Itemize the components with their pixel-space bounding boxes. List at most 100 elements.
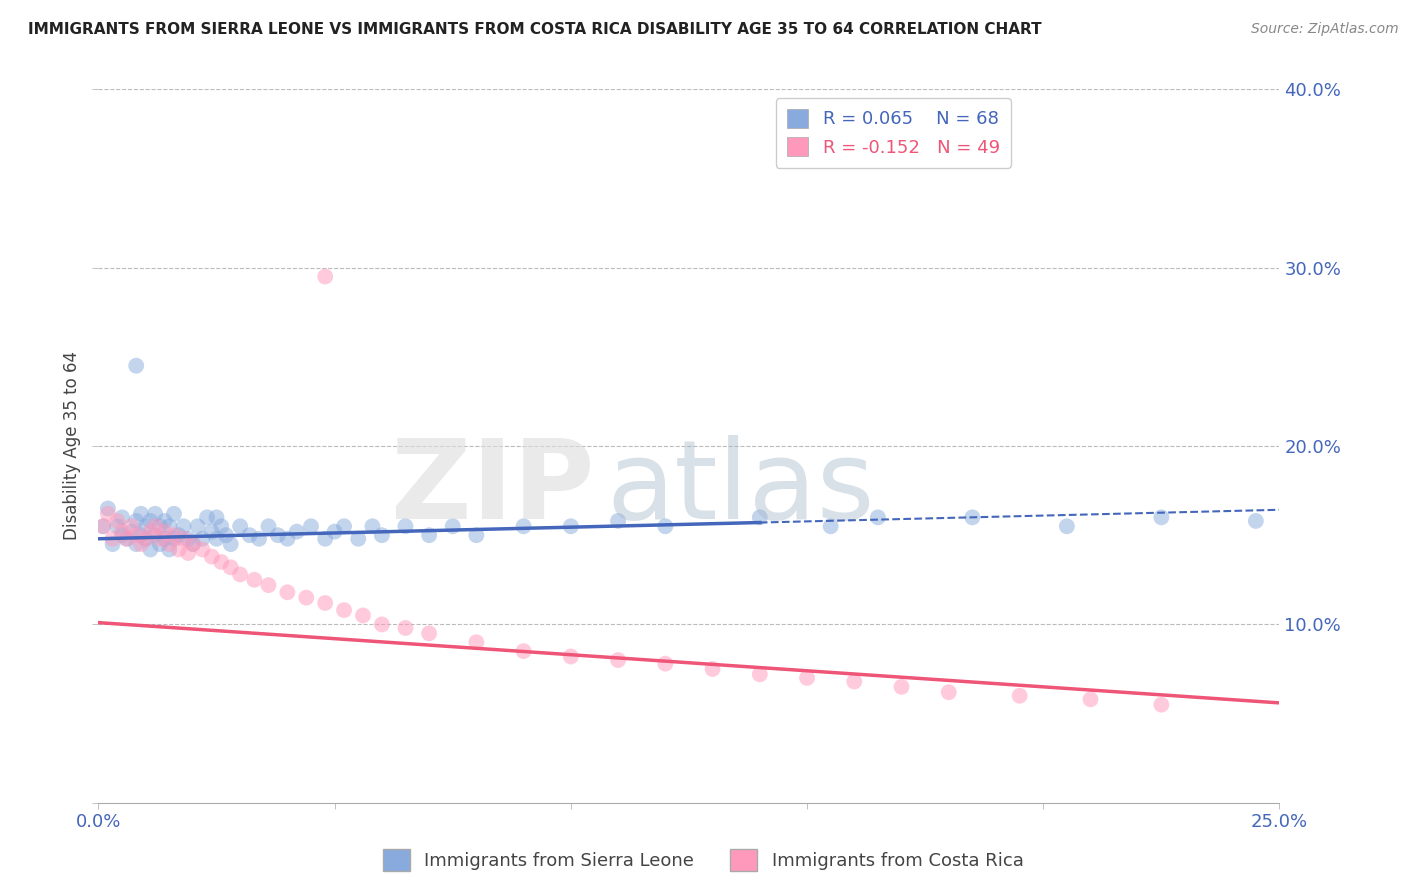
Point	[191, 532, 214, 546]
Point	[157, 519, 180, 533]
Point	[149, 537, 172, 551]
Point	[938, 685, 960, 699]
Point	[347, 532, 370, 546]
Point	[153, 514, 176, 528]
Point	[215, 528, 238, 542]
Point	[143, 507, 166, 521]
Point	[1244, 514, 1267, 528]
Point	[191, 542, 214, 557]
Point	[239, 528, 262, 542]
Point	[465, 528, 488, 542]
Point	[97, 507, 120, 521]
Point	[243, 573, 266, 587]
Point	[314, 596, 336, 610]
Point	[172, 532, 194, 546]
Point	[748, 667, 770, 681]
Point	[125, 537, 148, 551]
Point	[149, 519, 172, 533]
Point	[371, 617, 394, 632]
Point	[229, 567, 252, 582]
Point	[143, 519, 166, 533]
Point	[157, 537, 180, 551]
Point	[121, 524, 143, 539]
Point	[201, 524, 224, 539]
Legend: Immigrants from Sierra Leone, Immigrants from Costa Rica: Immigrants from Sierra Leone, Immigrants…	[375, 842, 1031, 879]
Point	[1150, 698, 1173, 712]
Point	[97, 501, 120, 516]
Point	[418, 626, 440, 640]
Point	[111, 524, 134, 539]
Point	[139, 514, 162, 528]
Point	[167, 542, 190, 557]
Point	[105, 514, 128, 528]
Point	[157, 542, 180, 557]
Point	[333, 603, 356, 617]
Point	[654, 519, 676, 533]
Point	[371, 528, 394, 542]
Point	[125, 359, 148, 373]
Point	[181, 537, 204, 551]
Point	[195, 510, 218, 524]
Legend: R = 0.065    N = 68, R = -0.152   N = 49: R = 0.065 N = 68, R = -0.152 N = 49	[776, 98, 1011, 168]
Point	[820, 519, 842, 533]
Point	[229, 519, 252, 533]
Text: ZIP: ZIP	[391, 435, 595, 542]
Point	[247, 532, 270, 546]
Point	[153, 524, 176, 539]
Text: Source: ZipAtlas.com: Source: ZipAtlas.com	[1251, 22, 1399, 37]
Point	[314, 269, 336, 284]
Point	[844, 674, 866, 689]
Point	[205, 510, 228, 524]
Point	[607, 653, 630, 667]
Point	[285, 524, 308, 539]
Point	[512, 519, 534, 533]
Point	[295, 591, 318, 605]
Point	[1150, 510, 1173, 524]
Point	[163, 507, 186, 521]
Point	[748, 510, 770, 524]
Point	[267, 528, 290, 542]
Point	[105, 519, 128, 533]
Point	[1056, 519, 1078, 533]
Point	[101, 532, 124, 546]
Point	[135, 532, 157, 546]
Point	[135, 532, 157, 546]
Point	[512, 644, 534, 658]
Point	[91, 519, 114, 533]
Point	[418, 528, 440, 542]
Point	[352, 608, 374, 623]
Point	[276, 532, 298, 546]
Point	[219, 537, 242, 551]
Y-axis label: Disability Age 35 to 64: Disability Age 35 to 64	[63, 351, 82, 541]
Point	[394, 519, 416, 533]
Point	[1080, 692, 1102, 706]
Point	[796, 671, 818, 685]
Point	[209, 519, 232, 533]
Point	[560, 649, 582, 664]
Point	[121, 519, 143, 533]
Point	[139, 524, 162, 539]
Point	[465, 635, 488, 649]
Point	[560, 519, 582, 533]
Point	[115, 532, 138, 546]
Point	[219, 560, 242, 574]
Point	[135, 519, 157, 533]
Point	[394, 621, 416, 635]
Point	[153, 532, 176, 546]
Point	[314, 532, 336, 546]
Point	[129, 507, 152, 521]
Point	[129, 537, 152, 551]
Text: IMMIGRANTS FROM SIERRA LEONE VS IMMIGRANTS FROM COSTA RICA DISABILITY AGE 35 TO : IMMIGRANTS FROM SIERRA LEONE VS IMMIGRAN…	[28, 22, 1042, 37]
Text: atlas: atlas	[606, 435, 875, 542]
Point	[177, 532, 200, 546]
Point	[143, 528, 166, 542]
Point	[125, 528, 148, 542]
Point	[111, 528, 134, 542]
Point	[163, 532, 186, 546]
Point	[115, 532, 138, 546]
Point	[129, 528, 152, 542]
Point	[167, 528, 190, 542]
Point	[205, 532, 228, 546]
Point	[441, 519, 464, 533]
Point	[257, 519, 280, 533]
